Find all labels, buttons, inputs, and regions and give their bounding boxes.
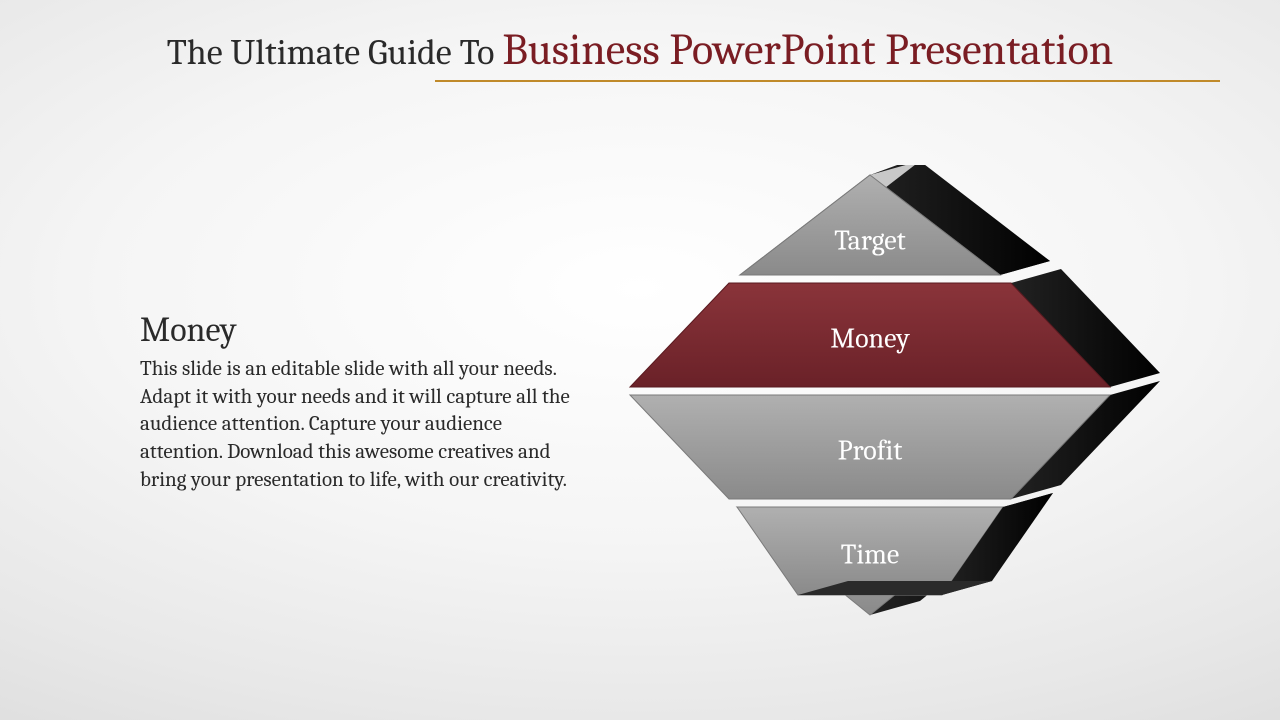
- slice-label-time: Time: [841, 539, 899, 571]
- title-underline: [435, 80, 1220, 82]
- body-text: This slide is an editable slide with all…: [140, 356, 570, 495]
- hex-slice-profit: Profit: [630, 381, 1160, 499]
- title-main: Business PowerPoint Presentation: [502, 24, 1113, 77]
- slice-label-money: Money: [830, 323, 910, 355]
- hex-slice-money: Money: [630, 269, 1160, 387]
- body-heading: Money: [140, 310, 570, 350]
- body-block: Money This slide is an editable slide wi…: [140, 310, 570, 495]
- hexagon-svg: Target Money Profit: [620, 165, 1180, 635]
- hex-slice-time-face: Time: [737, 493, 1053, 595]
- hexagon-diagram: Target Money Profit: [620, 165, 1180, 635]
- slice-label-profit: Profit: [838, 435, 903, 467]
- title-prefix: The Ultimate Guide To: [167, 32, 503, 73]
- hex-slice-target-side-fix: Target: [740, 165, 1050, 275]
- slice-label-target-2: Target: [834, 225, 905, 257]
- slide-title: The Ultimate Guide To Business PowerPoin…: [0, 24, 1280, 75]
